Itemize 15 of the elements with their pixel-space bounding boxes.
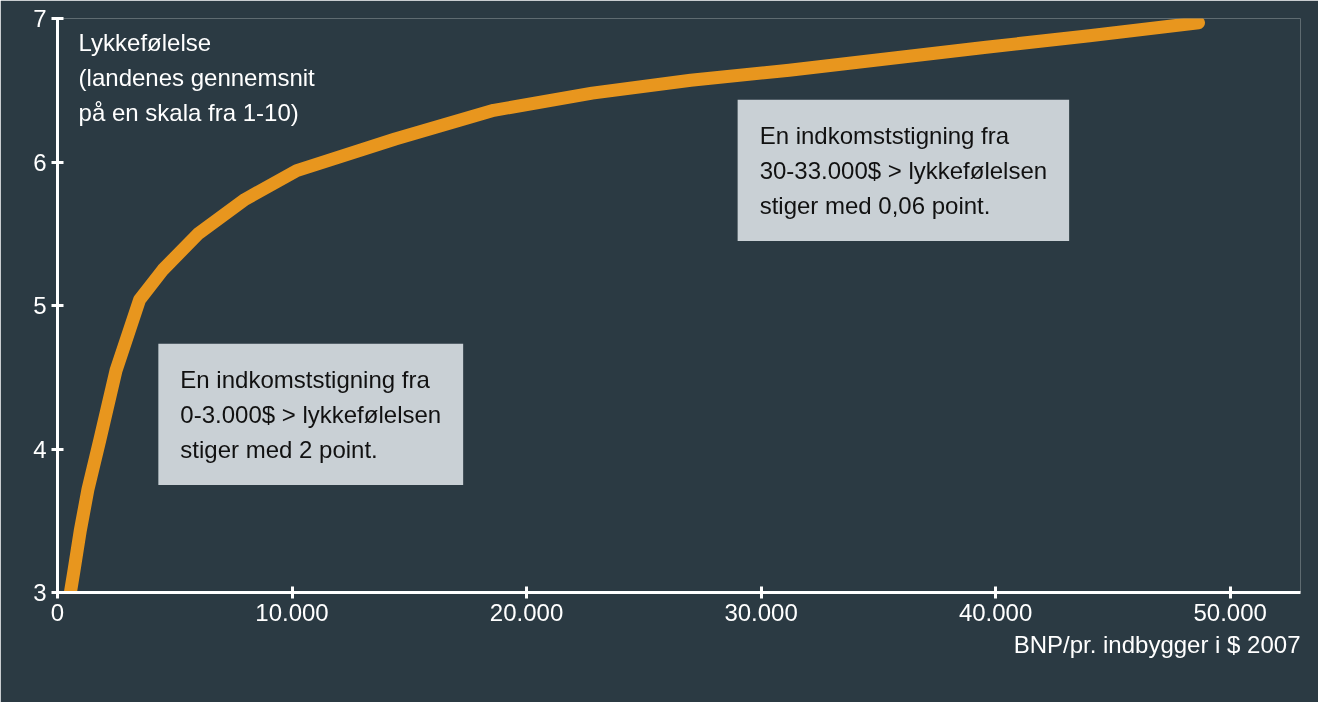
x-tick-label: 20.000 [489,598,564,626]
y-tick-label: 7 [33,5,47,32]
x-tick-label: 50.000 [1193,598,1267,626]
x-tick-label: 30.000 [724,598,798,626]
x-tick-label: 0 [50,598,65,626]
y-tick-label: 4 [33,435,47,463]
y-tick-label: 6 [33,148,47,176]
x-tick-label: 40.000 [958,598,1033,626]
annotation: En indkomststigning fra 30-33.000$ > lykkefølelsen stiger med 0,06 point. [759,121,1048,219]
x-tick-label: 10.000 [255,598,329,626]
y-tick-label: 5 [33,292,47,319]
y-tick-label: 3 [33,579,47,606]
x-axis-title: BNP/pr. indbygger i $ 2007 [1013,630,1301,658]
annotation: En indkomststigning fra 0-3.000$ > lykkefølelsen stiger med 2 point. [180,365,442,463]
y-axis-title: Lykkefølelse (landenes gennemsnit på en skala fra 1-10) [78,28,316,127]
